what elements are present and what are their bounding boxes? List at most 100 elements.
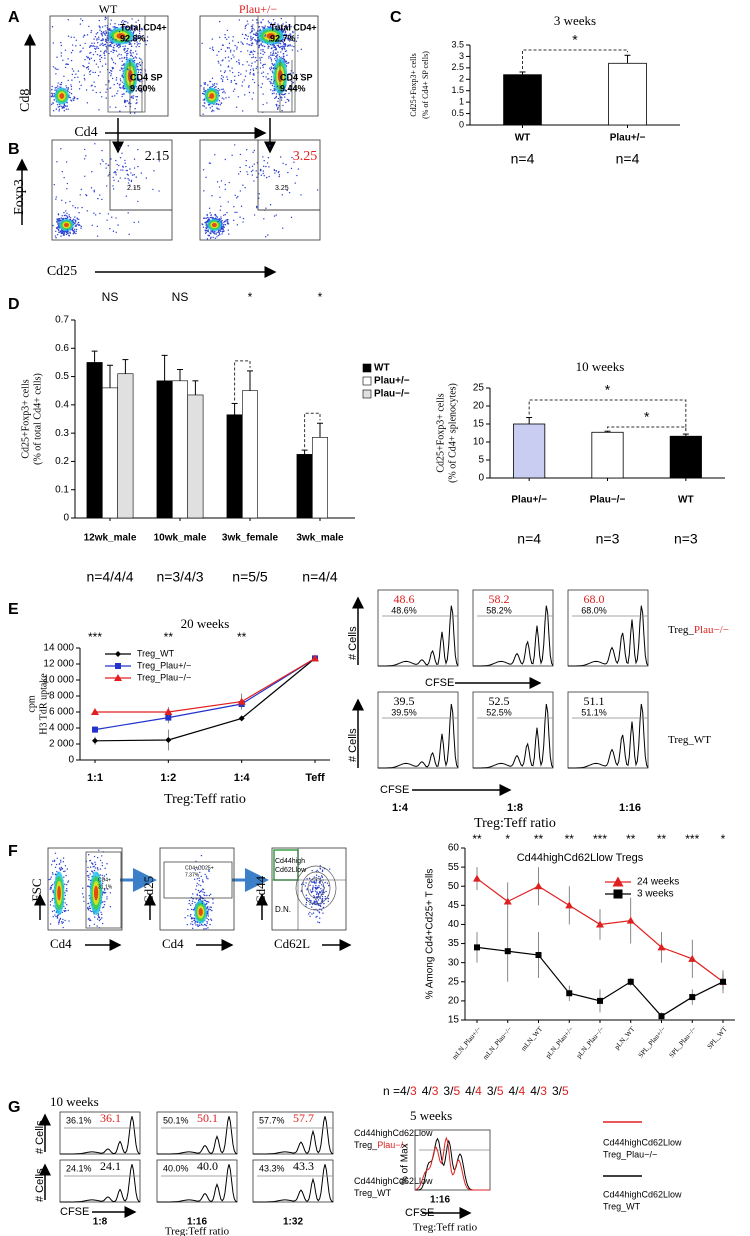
event-dot <box>315 882 317 884</box>
legend-swatch <box>362 389 372 399</box>
event-dot <box>312 895 315 897</box>
event-dot <box>56 857 58 859</box>
event-dot <box>271 84 274 87</box>
event-dot <box>137 200 139 203</box>
event-dot <box>139 36 141 39</box>
event-dot <box>130 45 133 47</box>
event-dot <box>93 855 96 858</box>
event-dot <box>109 906 112 908</box>
event-dot <box>192 909 194 911</box>
event-dot <box>115 231 117 234</box>
event-dot <box>83 34 85 36</box>
x-tick-label: 10wk_male <box>154 533 207 544</box>
event-dot <box>239 190 242 192</box>
event-dot <box>54 914 56 916</box>
event-dot <box>85 155 87 157</box>
event-dot <box>216 216 219 218</box>
event-dot <box>207 878 209 880</box>
event-dot <box>90 70 92 72</box>
axis-label: Foxp3 <box>12 179 27 215</box>
event-dot <box>132 38 135 40</box>
event-dot <box>281 194 284 196</box>
event-dot <box>56 161 58 163</box>
event-dot <box>105 163 107 165</box>
event-dot <box>192 898 195 900</box>
event-dot <box>270 66 273 68</box>
event-dot <box>115 106 117 109</box>
event-dot <box>84 42 86 45</box>
event-dot <box>122 169 124 171</box>
event-dot <box>289 72 292 75</box>
event-dot <box>220 218 222 220</box>
event-dot <box>61 922 63 925</box>
event-dot <box>191 923 194 926</box>
y-tick-label: 35 <box>448 938 460 949</box>
event-dot <box>71 229 73 231</box>
event-dot <box>323 902 325 905</box>
event-dot <box>204 894 206 897</box>
event-dot <box>135 25 138 27</box>
event-dot <box>228 42 231 45</box>
event-dot <box>311 906 313 908</box>
axis-label: % of Max <box>400 1143 411 1185</box>
significance-label: * <box>605 382 611 398</box>
event-dot <box>65 888 68 890</box>
x-tick-label: mLN_WT <box>519 1025 544 1053</box>
event-dot <box>102 891 104 893</box>
event-dot <box>93 60 96 62</box>
event-dot <box>216 181 219 183</box>
plot-frame <box>199 139 321 241</box>
event-dot <box>137 19 140 22</box>
event-dot <box>104 38 107 41</box>
y-tick-label: 5 <box>478 455 484 466</box>
event-dot <box>208 104 211 106</box>
event-dot <box>133 221 135 224</box>
event-dot <box>319 877 322 879</box>
event-dot <box>52 95 54 97</box>
density-core <box>209 93 215 99</box>
event-dot <box>275 68 277 70</box>
gate-value: 7.37% <box>185 872 200 878</box>
event-dot <box>234 75 236 78</box>
n-group: 4/ <box>400 1084 411 1098</box>
event-dot <box>215 103 217 105</box>
event-dot <box>104 18 106 21</box>
event-dot <box>56 103 59 106</box>
event-dot <box>52 873 54 876</box>
event-dot <box>105 91 107 93</box>
y-tick-label: 0.4 <box>55 399 69 410</box>
event-dot <box>111 59 114 61</box>
event-dot <box>281 47 283 50</box>
event-dot <box>276 85 279 87</box>
gate-value: 24.1 <box>100 1159 121 1173</box>
event-dot <box>116 45 118 48</box>
marker <box>689 994 696 1001</box>
event-dot <box>208 869 210 871</box>
event-dot <box>221 222 223 224</box>
event-dot <box>239 170 242 173</box>
event-dot <box>327 897 329 900</box>
n-label: n=4/4 <box>302 569 338 585</box>
event-dot <box>210 919 213 922</box>
density-core <box>57 885 61 901</box>
event-dot <box>79 51 81 53</box>
gate-value: 68.0 <box>584 592 605 606</box>
event-dot <box>280 51 282 53</box>
event-dot <box>203 105 205 107</box>
significance-label: *** <box>685 832 699 846</box>
event-dot <box>62 918 64 921</box>
event-dot <box>105 51 108 53</box>
event-dot <box>104 867 106 870</box>
x-tick-label: pLN_Plau−/− <box>575 1025 606 1060</box>
event-dot <box>300 48 303 51</box>
n-label: n=4 <box>517 531 541 547</box>
event-dot <box>133 173 135 176</box>
gate-value: 3.25 <box>275 185 289 192</box>
event-dot <box>94 45 96 48</box>
event-dot <box>324 895 327 898</box>
event-dot <box>216 83 218 85</box>
event-dot <box>201 42 203 45</box>
label-part: Treg_ <box>668 624 694 636</box>
event-dot <box>206 894 208 897</box>
axis-label: Cd4 <box>162 936 184 951</box>
